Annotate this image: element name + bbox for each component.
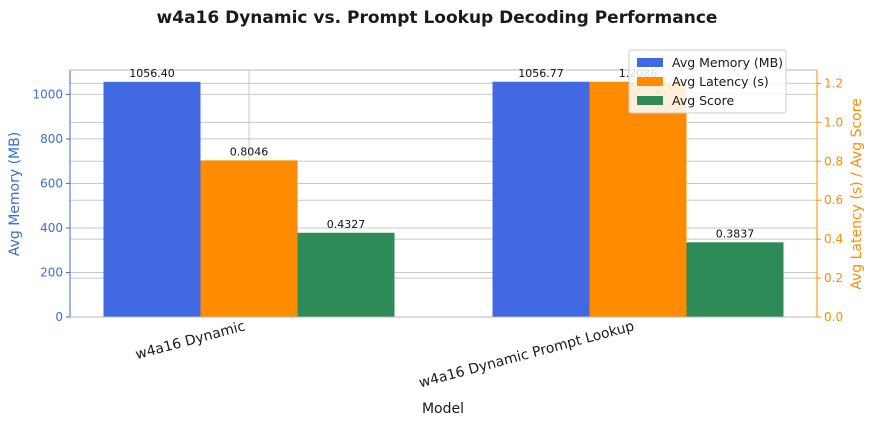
legend-label: Avg Latency (s)	[672, 74, 769, 89]
chart-title: w4a16 Dynamic vs. Prompt Lookup Decoding…	[157, 8, 718, 28]
data-label: 1056.40	[129, 67, 175, 80]
tick-label-left: 200	[40, 265, 63, 279]
data-label: 0.4327	[327, 218, 366, 231]
y-axis-label-right: Avg Latency (s) / Avg Score	[849, 98, 865, 290]
category-label: w4a16 Dynamic Prompt Lookup	[417, 318, 636, 391]
tick-label-left: 600	[40, 176, 63, 190]
bars	[103, 81, 784, 317]
tick-label-left: 1000	[32, 87, 63, 101]
tick-label-left: 800	[40, 132, 63, 146]
bar	[589, 81, 687, 317]
category-label: w4a16 Dynamic	[134, 318, 247, 363]
legend-swatch	[637, 58, 663, 67]
bar	[103, 81, 201, 317]
bar	[200, 160, 298, 317]
legend: Avg Memory (MB) Avg Latency (s) Avg Score	[628, 49, 787, 114]
bar	[686, 242, 784, 317]
tick-labels: 0 200 400 600 800 1000 0.0 0.2 0.4 0.6 0.8 1.0 1.2	[32, 76, 843, 324]
category-labels: w4a16 Dynamic w4a16 Dynamic Prompt Lookup	[134, 318, 636, 391]
legend-label: Avg Memory (MB)	[672, 55, 783, 70]
tick-label-left: 400	[40, 221, 63, 235]
tick-label-right: 0.2	[824, 271, 843, 285]
y-axis-label-left: Avg Memory (MB)	[7, 132, 23, 256]
legend-box	[628, 49, 787, 114]
tick-label-right: 0.8	[824, 154, 843, 168]
tick-label-right: 0.6	[824, 193, 843, 207]
tick-label-left: 0	[55, 310, 63, 324]
tick-label-right: 1.0	[824, 115, 843, 129]
x-axis-label: Model	[422, 401, 464, 417]
bar	[492, 81, 590, 317]
tick-label-right: 0.4	[824, 232, 843, 246]
legend-swatch	[637, 77, 663, 86]
tick-label-right: 0.0	[824, 310, 843, 324]
data-label: 1056.77	[518, 67, 564, 80]
tick-label-right: 1.2	[824, 76, 843, 90]
legend-label: Avg Score	[672, 93, 734, 108]
legend-swatch	[637, 96, 663, 105]
data-label: 0.8046	[230, 145, 269, 158]
data-label: 0.3837	[716, 227, 755, 240]
bar	[297, 232, 395, 317]
